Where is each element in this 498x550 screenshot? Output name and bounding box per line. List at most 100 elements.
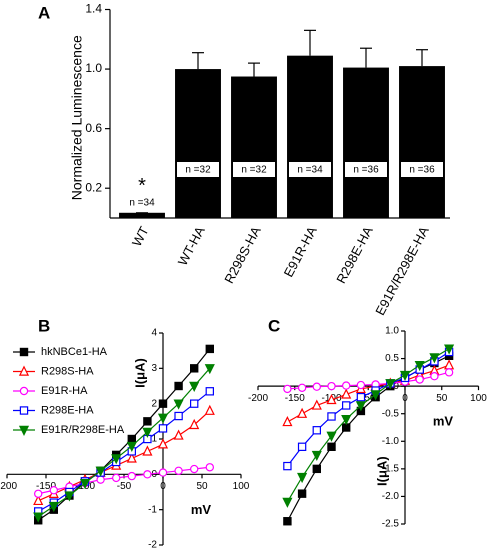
data-point bbox=[205, 344, 214, 354]
n-label: n =32 bbox=[241, 165, 267, 176]
data-point bbox=[342, 401, 351, 410]
n-label-box bbox=[233, 162, 275, 177]
data-point bbox=[143, 470, 152, 479]
data-point bbox=[385, 379, 396, 390]
data-point bbox=[49, 486, 59, 495]
significance: * bbox=[138, 175, 146, 197]
data-point bbox=[33, 512, 44, 523]
data-point bbox=[189, 464, 199, 474]
data-point bbox=[282, 497, 293, 508]
legend-label: R298E-HA bbox=[41, 404, 94, 416]
y-tick-label: -1.5 bbox=[382, 463, 400, 474]
data-point bbox=[174, 466, 183, 475]
data-point bbox=[143, 417, 152, 426]
n-label: n =36 bbox=[353, 165, 379, 176]
y-tick-label: 3 bbox=[151, 363, 157, 374]
data-point bbox=[297, 472, 308, 484]
data-point bbox=[297, 383, 307, 392]
data-point bbox=[173, 399, 184, 410]
data-point bbox=[356, 380, 366, 390]
x-tick-label: 100 bbox=[470, 393, 487, 404]
data-point bbox=[341, 388, 352, 399]
bar bbox=[399, 66, 445, 218]
y-tick-label: 1 bbox=[151, 434, 157, 445]
data-point bbox=[429, 353, 440, 364]
n-label-box bbox=[177, 162, 219, 177]
x-tick-label: R298E-HA bbox=[333, 224, 376, 286]
panel-label: A bbox=[38, 3, 50, 22]
data-point bbox=[158, 468, 168, 477]
data-point bbox=[356, 392, 366, 402]
y-tick-label: 4 bbox=[151, 328, 157, 339]
data-point bbox=[430, 372, 439, 381]
data-point bbox=[297, 407, 308, 418]
data-point bbox=[189, 381, 200, 392]
data-point bbox=[79, 478, 91, 490]
y-tick-label: 0 bbox=[151, 469, 157, 480]
data-point bbox=[312, 426, 322, 435]
data-point bbox=[190, 364, 199, 373]
n-label-box bbox=[345, 162, 387, 177]
y-tick-label: 0.5 bbox=[385, 353, 399, 364]
x-axis-label: mV bbox=[433, 414, 454, 429]
y-axis-label: I(μA) bbox=[132, 358, 147, 388]
data-point bbox=[282, 416, 293, 427]
x-tick-label: E91R-HA bbox=[281, 224, 320, 280]
legend-marker bbox=[18, 425, 30, 436]
data-point bbox=[355, 401, 366, 412]
data-point bbox=[297, 489, 307, 498]
data-point bbox=[190, 399, 199, 408]
n-label: n =34 bbox=[297, 165, 323, 176]
data-point bbox=[312, 464, 322, 474]
data-point bbox=[174, 411, 183, 421]
data-point bbox=[142, 427, 153, 438]
y-tick-label: -2.0 bbox=[382, 491, 400, 502]
bar bbox=[343, 67, 389, 218]
data-point bbox=[283, 517, 292, 526]
data-point bbox=[311, 450, 322, 462]
data-point bbox=[33, 494, 44, 506]
data-point bbox=[34, 489, 43, 498]
data-point bbox=[205, 387, 214, 396]
x-tick-label: 50 bbox=[436, 393, 448, 404]
legend-marker bbox=[19, 406, 29, 415]
y-tick-label: 1.4 bbox=[85, 2, 102, 16]
data-point bbox=[64, 491, 75, 502]
data-point bbox=[444, 344, 455, 355]
x-tick-label: WT-HA bbox=[175, 224, 208, 268]
y-tick-label: 0.6 bbox=[85, 121, 102, 135]
data-point bbox=[444, 359, 455, 370]
data-point bbox=[327, 442, 336, 452]
n-label: n =36 bbox=[409, 165, 435, 176]
legend-label: E91R/R298E-HA bbox=[41, 424, 125, 436]
data-point bbox=[326, 431, 337, 442]
data-point bbox=[157, 413, 169, 424]
y-tick-label: -1 bbox=[148, 504, 157, 515]
y-tick-label: -2.5 bbox=[382, 519, 400, 530]
data-point bbox=[157, 438, 169, 449]
y-axis-label: I(μA) bbox=[374, 456, 389, 486]
data-point bbox=[204, 404, 215, 415]
series-line bbox=[286, 355, 450, 522]
data-point bbox=[127, 471, 136, 481]
y-tick-label: 1.0 bbox=[85, 61, 102, 75]
legend-label: E91R-HA bbox=[41, 385, 88, 397]
x-tick-label: -200 bbox=[248, 393, 268, 404]
y-axis-label: Normalized Luminescence bbox=[69, 35, 85, 200]
y-tick-label: 2 bbox=[151, 398, 157, 409]
y-tick-label: -2 bbox=[148, 540, 157, 550]
data-point bbox=[312, 382, 321, 391]
x-tick-label: 0 bbox=[402, 393, 408, 404]
bar bbox=[231, 76, 277, 219]
data-point bbox=[414, 360, 425, 372]
x-tick-label: E91R/R298E-HA bbox=[372, 224, 432, 318]
data-point bbox=[205, 463, 214, 472]
data-point bbox=[415, 375, 424, 384]
data-point bbox=[297, 442, 307, 452]
data-point bbox=[341, 415, 352, 426]
bar bbox=[287, 55, 333, 218]
legend-marker bbox=[19, 386, 29, 396]
data-point bbox=[342, 381, 351, 390]
